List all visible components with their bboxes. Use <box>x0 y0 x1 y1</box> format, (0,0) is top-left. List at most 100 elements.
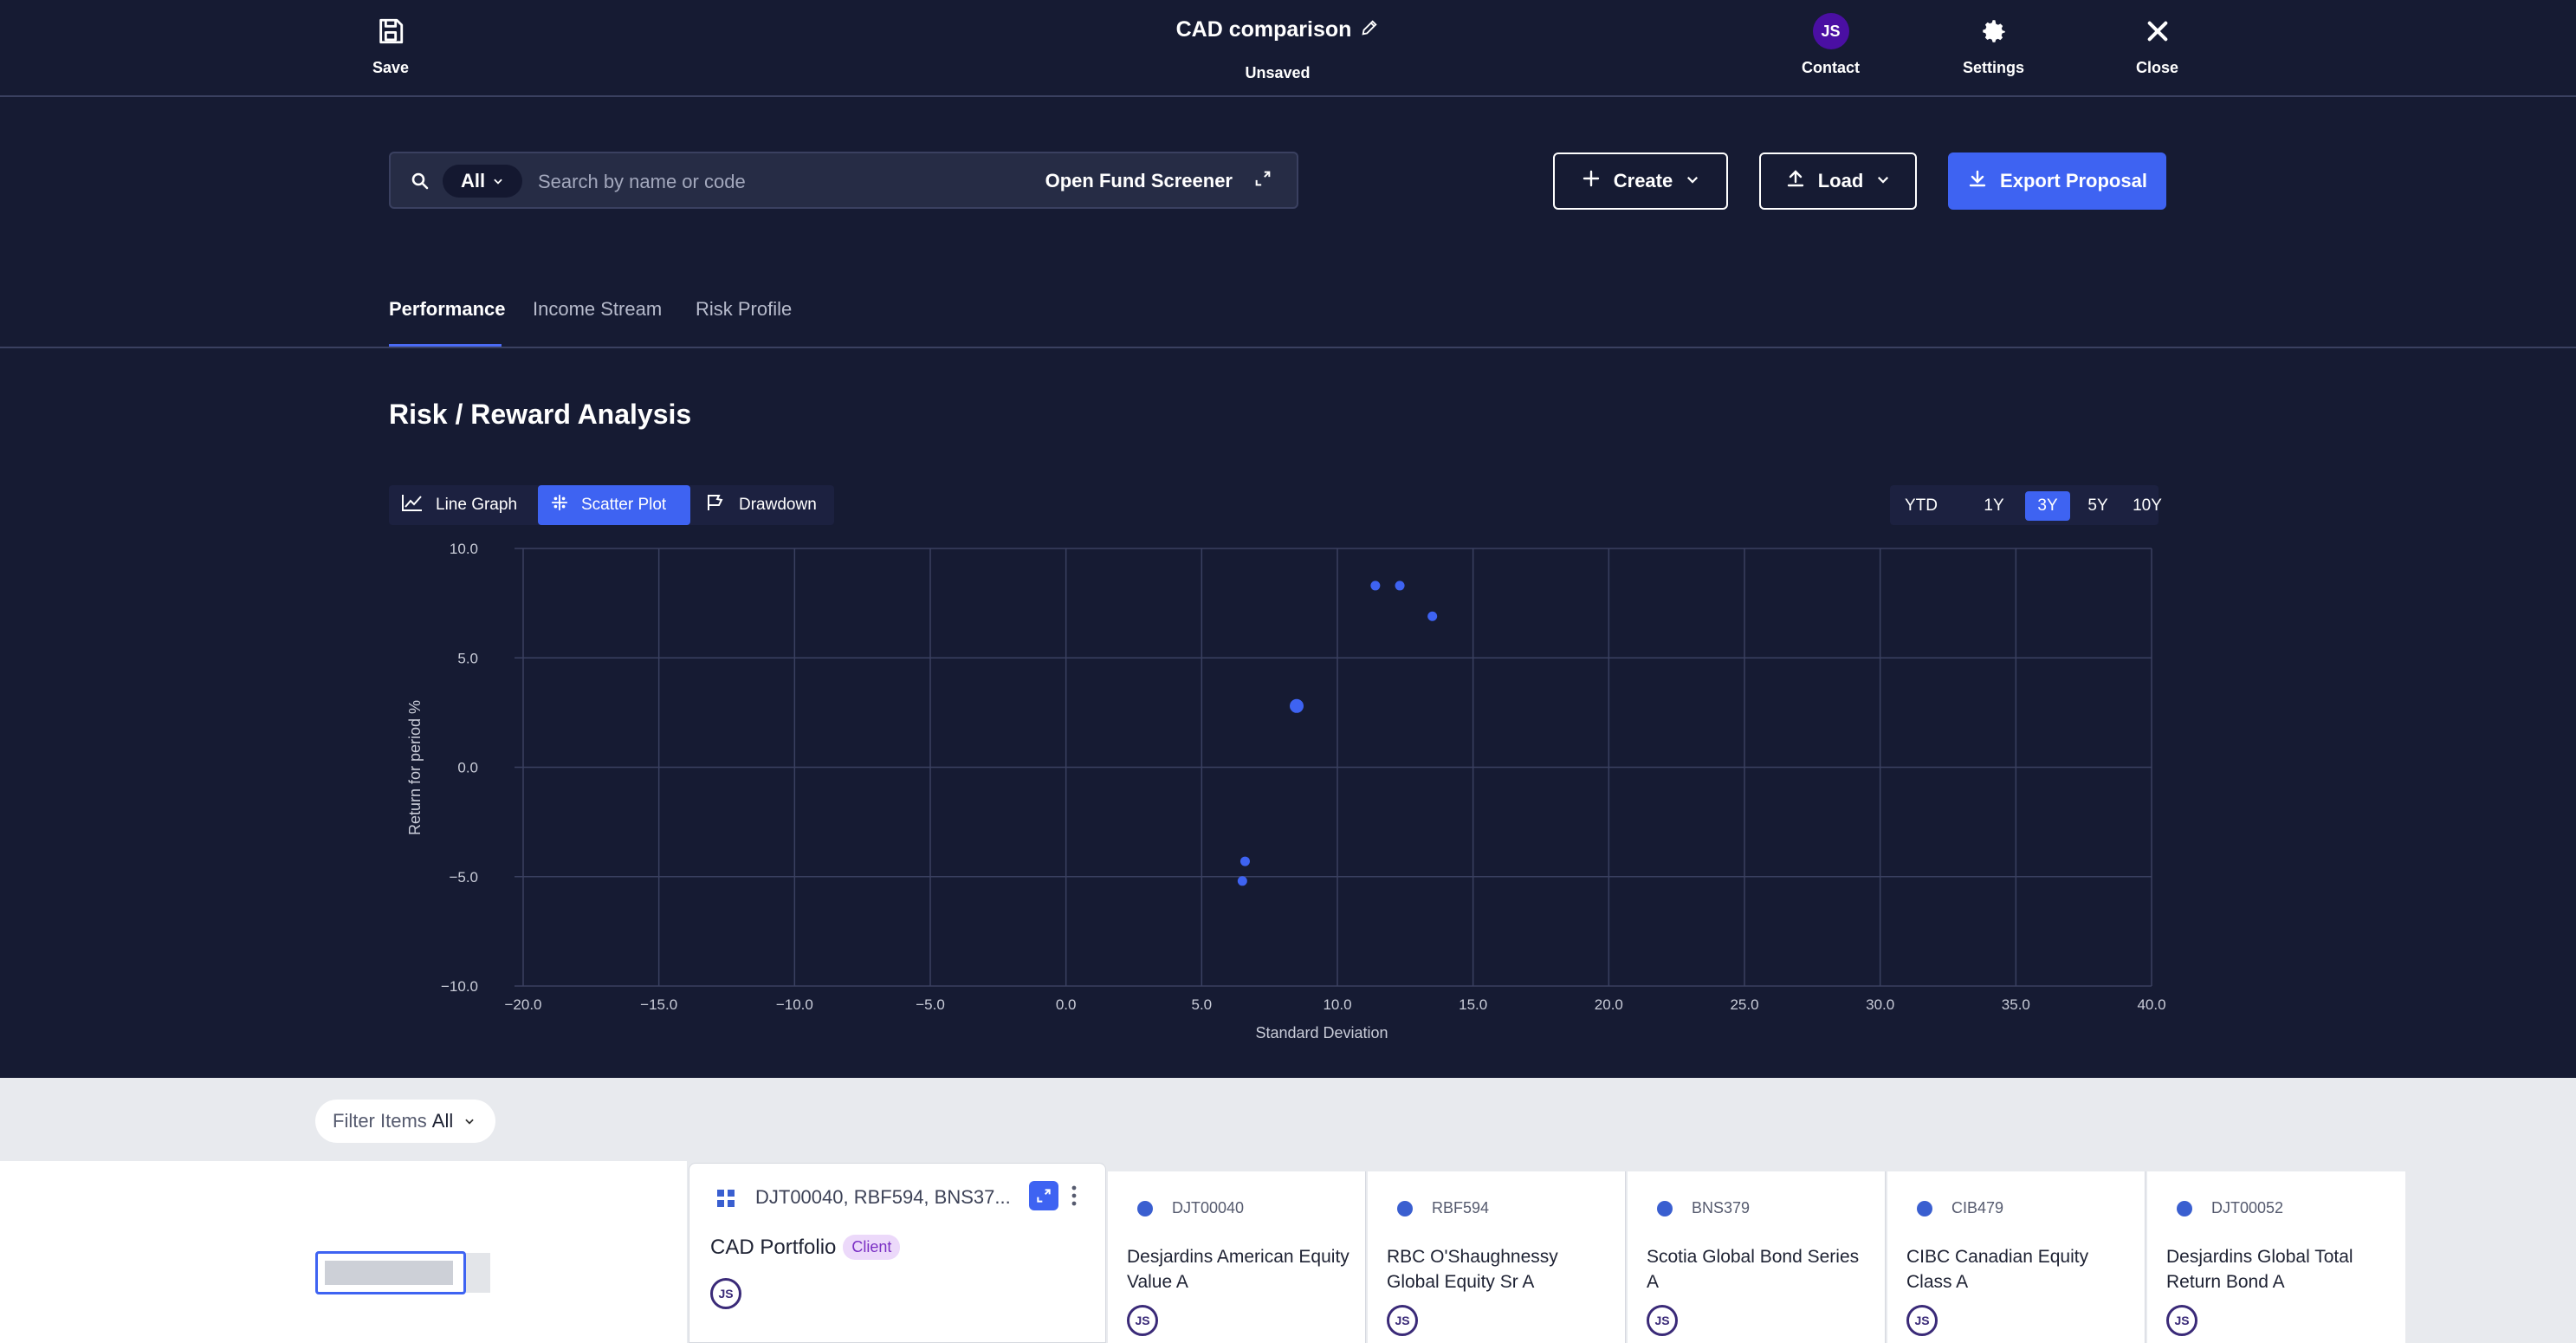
x-tick-label: 15.0 <box>1459 996 1487 1013</box>
scatter-point[interactable] <box>1427 611 1438 621</box>
fund-card[interactable]: BNS379 Scotia Global Bond Series A JS <box>1628 1171 1886 1343</box>
fund-code: BNS379 <box>1692 1199 1751 1216</box>
fund-name: Desjardins American Equity Value A <box>1127 1247 1349 1292</box>
contact-label: Contact <box>1802 59 1860 76</box>
search-scope-value: All <box>460 170 486 191</box>
fund-color-dot <box>2177 1201 2192 1216</box>
section-title: Risk / Reward Analysis <box>389 399 692 430</box>
x-tick-label: 40.0 <box>2137 996 2165 1013</box>
chart-grid <box>515 548 2152 987</box>
chart-tick-labels: −20.0 −15.0 −10.0 −5.0 0.0 5.0 10.0 15.0 20.0 25.… <box>441 541 2166 1013</box>
search-bar: All Open Fund Screener <box>389 152 1298 209</box>
period-10y[interactable]: 10Y <box>2133 496 2162 515</box>
x-tick-label: 0.0 <box>1056 996 1077 1013</box>
chevron-down-icon <box>1685 170 1700 192</box>
line-graph-button[interactable]: Line Graph <box>389 485 529 525</box>
period-ytd[interactable]: YTD <box>1905 496 1938 515</box>
export-proposal-label: Export Proposal <box>2000 170 2147 191</box>
fund-card[interactable]: RBF594 RBC O'Shaughnessy Global Equity S… <box>1368 1171 1626 1343</box>
period-5y[interactable]: 5Y <box>2087 496 2108 515</box>
x-tick-label: 5.0 <box>1192 996 1213 1013</box>
filter-items-value: All <box>431 1110 454 1132</box>
line-graph-label: Line Graph <box>436 496 518 514</box>
open-portfolio-icon[interactable] <box>1029 1181 1058 1210</box>
x-tick-label: 10.0 <box>1323 996 1351 1013</box>
close-button[interactable]: Close <box>2136 12 2178 77</box>
open-fund-screener-label: Open Fund Screener <box>1045 170 1233 191</box>
filter-items-dropdown[interactable]: Filter Items All <box>315 1100 495 1143</box>
search-icon <box>410 171 430 196</box>
create-button[interactable]: Create <box>1553 152 1728 210</box>
y-tick-label: 0.0 <box>457 760 478 776</box>
portfolio-card[interactable]: DJT00040, RBF594, BNS37... CAD Portfolio… <box>689 1163 1106 1343</box>
expand-icon <box>1253 169 1272 193</box>
line-graph-icon <box>401 493 424 517</box>
period-selector: YTD 1Y 3Y 5Y 10Y <box>1890 485 2162 525</box>
portfolio-title-row: CAD Portfolio Client <box>710 1235 901 1260</box>
fund-name: CIBC Canadian Equity Class A <box>1906 1247 2089 1292</box>
scatter-plot-label: Scatter Plot <box>581 496 667 514</box>
x-tick-label: 30.0 <box>1866 996 1894 1013</box>
fund-color-dot <box>1397 1201 1413 1216</box>
x-tick-label: 35.0 <box>2002 996 2030 1013</box>
document-title[interactable]: CAD comparison <box>1175 16 1352 42</box>
fund-card[interactable]: CIB479 CIBC Canadian Equity Class A JS <box>1887 1171 2146 1343</box>
more-options-icon[interactable] <box>1069 1183 1079 1213</box>
edit-pencil-icon[interactable] <box>1360 18 1379 42</box>
export-proposal-button[interactable]: Export Proposal <box>1948 152 2166 210</box>
contact-button[interactable]: JS Contact <box>1802 12 1860 77</box>
settings-label: Settings <box>1963 59 2025 76</box>
fund-card[interactable]: DJT00052 Desjardins Global Total Return … <box>2147 1171 2405 1343</box>
chart-points <box>1237 581 1438 886</box>
tab-bar: Performance Income Stream Risk Profile <box>0 293 2576 348</box>
drawdown-icon <box>706 493 727 517</box>
tab-performance[interactable]: Performance <box>389 298 506 347</box>
x-tick-label: −5.0 <box>916 996 945 1013</box>
contact-avatar: JS <box>1812 13 1849 49</box>
period-3y[interactable]: 3Y <box>2025 491 2070 521</box>
x-tick-label: −20.0 <box>504 996 541 1013</box>
y-tick-label: −10.0 <box>441 978 478 995</box>
fund-owner-avatar: JS <box>1127 1305 1158 1336</box>
fund-owner-avatar: JS <box>1387 1305 1418 1336</box>
scatter-point[interactable] <box>1395 581 1405 591</box>
fund-code: RBF594 <box>1432 1199 1490 1216</box>
gear-icon <box>1979 12 2009 50</box>
search-input[interactable] <box>538 165 1023 199</box>
save-label: Save <box>372 59 410 76</box>
save-button[interactable]: Save <box>372 12 409 77</box>
create-label: Create <box>1613 170 1673 191</box>
drawdown-button[interactable]: Drawdown <box>694 485 829 525</box>
y-tick-label: 10.0 <box>450 541 478 557</box>
open-fund-screener-button[interactable]: Open Fund Screener <box>1045 164 1272 198</box>
input-placeholder-block <box>325 1261 453 1285</box>
drawdown-label: Drawdown <box>739 496 817 514</box>
input-suffix <box>466 1253 490 1293</box>
y-tick-label: 5.0 <box>457 650 478 666</box>
search-scope-dropdown[interactable]: All <box>443 165 522 198</box>
chart-y-axis-label: Return for period % <box>406 700 424 835</box>
scatter-point[interactable] <box>1237 876 1247 886</box>
grid-icon <box>715 1188 736 1213</box>
settings-button[interactable]: Settings <box>1963 12 2024 77</box>
chevron-down-icon <box>463 1110 476 1132</box>
period-1y[interactable]: 1Y <box>1984 496 2004 515</box>
fund-code: CIB479 <box>1951 1199 2004 1216</box>
load-button[interactable]: Load <box>1759 152 1917 210</box>
portfolio-name: CAD Portfolio <box>710 1235 837 1259</box>
tab-income-stream[interactable]: Income Stream <box>533 298 663 320</box>
scatter-plot-icon <box>550 493 569 517</box>
scatter-plot-button[interactable]: Scatter Plot <box>538 485 690 525</box>
filter-items-label: Filter Items <box>333 1110 427 1132</box>
fund-color-dot <box>1657 1201 1673 1216</box>
scatter-point[interactable] <box>1239 856 1250 866</box>
fund-color-dot <box>1917 1201 1932 1216</box>
fund-code: DJT00040 <box>1172 1199 1245 1216</box>
chart-view-toggle: Line Graph Scatter Plot Drawdown <box>389 485 834 525</box>
row-label-input[interactable] <box>315 1251 466 1294</box>
tab-risk-profile[interactable]: Risk Profile <box>696 298 793 320</box>
chevron-down-icon <box>1875 170 1891 192</box>
fund-card[interactable]: DJT00040 Desjardins American Equity Valu… <box>1108 1171 1366 1343</box>
scatter-point[interactable] <box>1290 698 1304 713</box>
scatter-point[interactable] <box>1370 581 1381 591</box>
